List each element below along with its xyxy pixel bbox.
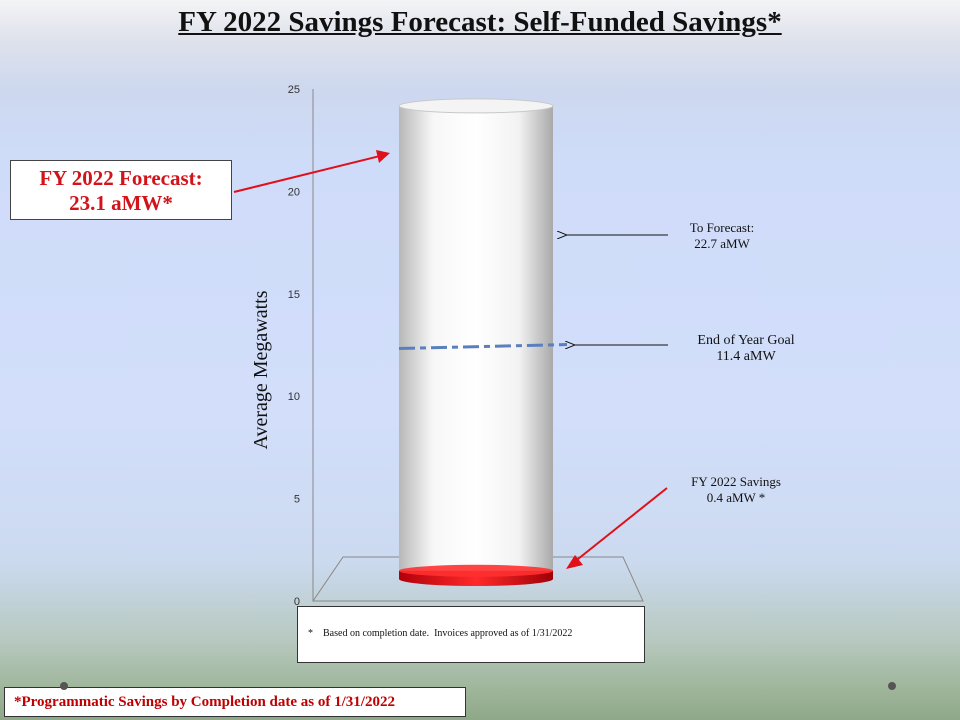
savings-label: FY 2022 Savings	[691, 474, 781, 489]
savings-arrow	[572, 487, 668, 564]
savings-cylinder-top	[399, 564, 553, 577]
y-tick-label: 15	[288, 289, 300, 301]
to-forecast-cylinder-top	[398, 98, 554, 114]
footnote-text: * Based on completion date. Invoices app…	[308, 628, 573, 639]
forecast-callout-line1: FY 2022 Forecast:	[39, 166, 203, 190]
to-forecast-value: 22.7 aMW	[694, 236, 750, 251]
to-forecast-cylinder-body	[399, 105, 553, 571]
goal-value: 11.4 aMW	[716, 349, 776, 364]
to-forecast-label: To Forecast:	[689, 220, 755, 235]
forecast-callout-arrowhead	[376, 150, 390, 163]
nav-dot-right	[888, 682, 896, 690]
y-tick-label: 10	[288, 391, 300, 403]
savings-annotation: FY 2022 Savings 0.4 aMW *	[676, 474, 796, 506]
savings-value: 0.4 aMW *	[706, 490, 766, 505]
goal-annotation: End of Year Goal 11.4 aMW	[676, 333, 816, 365]
y-tick-labels: 0 5 10 15 20 25	[288, 84, 300, 608]
forecast-callout: FY 2022 Forecast: 23.1 aMW*	[10, 160, 232, 220]
nav-dot-left	[60, 682, 68, 690]
y-tick-label: 20	[288, 186, 300, 198]
forecast-callout-arrow	[233, 154, 385, 193]
forecast-callout-line2: 23.1 aMW*	[69, 191, 173, 215]
bar-fy2022-savings	[399, 564, 553, 586]
y-tick-label: 0	[294, 596, 300, 608]
chart-floor	[312, 556, 644, 602]
y-tick-label: 25	[288, 84, 300, 96]
y-tick-label: 5	[294, 494, 300, 506]
footer-note: *Programmatic Savings by Completion date…	[4, 687, 466, 717]
y-axis-label: Average Megawatts	[250, 290, 272, 449]
footnote-box: * Based on completion date. Invoices app…	[297, 606, 645, 663]
goal-line	[398, 343, 568, 351]
savings-arrowhead	[566, 555, 583, 569]
bar-to-forecast	[398, 98, 554, 571]
page-title: FY 2022 Savings Forecast: Self-Funded Sa…	[178, 6, 782, 38]
goal-label: End of Year Goal	[697, 333, 795, 348]
to-forecast-annotation: To Forecast: 22.7 aMW	[672, 220, 772, 252]
